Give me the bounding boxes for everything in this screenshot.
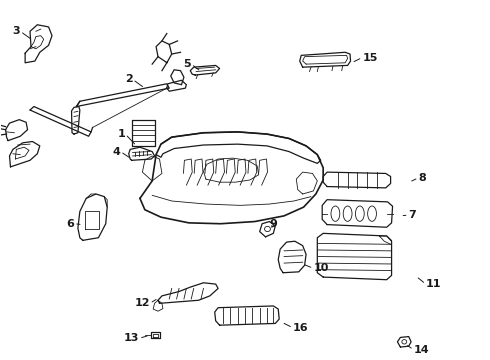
Text: 10: 10 [314, 264, 329, 273]
Text: 1: 1 [118, 129, 125, 139]
Text: 6: 6 [66, 219, 74, 229]
Text: 8: 8 [418, 173, 426, 183]
Text: 5: 5 [184, 59, 191, 69]
Text: 13: 13 [123, 333, 139, 343]
Text: 9: 9 [269, 219, 277, 229]
Text: 15: 15 [362, 53, 378, 63]
Text: 3: 3 [13, 26, 20, 36]
Text: 16: 16 [293, 323, 309, 333]
Text: 11: 11 [426, 279, 441, 289]
Text: 12: 12 [134, 298, 150, 308]
Text: 14: 14 [414, 345, 429, 355]
Text: 2: 2 [125, 75, 133, 84]
Text: 7: 7 [409, 210, 416, 220]
Text: 4: 4 [113, 147, 121, 157]
